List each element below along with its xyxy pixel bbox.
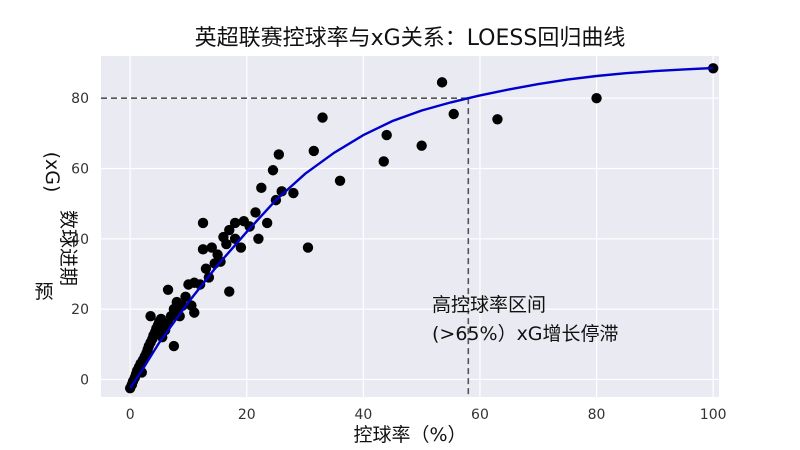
data-point	[244, 221, 255, 232]
data-point	[162, 284, 174, 295]
y-tick-label: 40	[71, 232, 89, 248]
data-point	[416, 140, 427, 151]
data-point	[317, 112, 328, 123]
data-point	[378, 156, 389, 167]
y-tick-label: 0	[80, 372, 89, 388]
y-tick-label: 80	[71, 91, 89, 107]
data-point	[261, 217, 273, 229]
data-point	[273, 149, 285, 160]
data-point	[197, 217, 209, 229]
y-axis-title-line-2: 预	[34, 281, 53, 303]
data-point	[334, 175, 346, 186]
data-point	[250, 207, 261, 218]
data-point	[256, 182, 267, 194]
data-point	[224, 224, 235, 236]
data-point	[308, 145, 320, 157]
data-point	[189, 307, 200, 318]
x-tick-label: 60	[471, 407, 489, 423]
data-point	[194, 279, 206, 290]
y-axis-title: 数球进期 预 (xG)	[34, 152, 79, 303]
data-point	[591, 92, 602, 104]
data-point	[267, 165, 279, 176]
data-point	[168, 340, 180, 352]
annotation-line-1: 高控球率区间	[432, 294, 546, 316]
data-point	[253, 233, 264, 245]
data-point	[448, 108, 459, 120]
data-point	[221, 238, 232, 250]
x-tick-label: 40	[354, 407, 372, 423]
data-point	[145, 310, 156, 322]
plot-background	[101, 56, 719, 397]
data-point	[229, 217, 241, 229]
y-tick-label: 20	[71, 302, 89, 318]
y-axis-title-line-3: (xG)	[41, 152, 63, 193]
data-point	[200, 263, 212, 274]
annotation-line-2: (>65%）xG增长停滞	[432, 323, 619, 345]
x-axis-ticks: 0 20 40 60 80 100	[126, 407, 727, 423]
data-point	[492, 114, 503, 125]
y-axis-ticks: 0 20 40 60 80	[71, 91, 89, 388]
data-point	[288, 187, 299, 199]
x-tick-label: 0	[126, 407, 135, 423]
reference-lines	[101, 97, 470, 397]
data-point	[206, 242, 217, 253]
x-tick-label: 80	[588, 407, 606, 423]
x-tick-label: 100	[700, 407, 727, 423]
data-point	[235, 242, 247, 253]
data-point	[302, 242, 314, 253]
x-axis-title: 控球率（%）	[353, 424, 466, 446]
data-point	[381, 129, 392, 141]
data-point	[224, 286, 235, 297]
data-point	[436, 77, 448, 88]
data-point	[197, 244, 209, 255]
data-point	[180, 291, 191, 303]
y-tick-label: 60	[71, 161, 89, 177]
chart-title: 英超联赛控球率与xG关系：LOESS回归曲线	[195, 26, 626, 51]
y-axis-title-line-1: 数球进期	[57, 210, 79, 286]
loess-curve	[129, 66, 714, 389]
x-tick-label: 20	[238, 407, 256, 423]
